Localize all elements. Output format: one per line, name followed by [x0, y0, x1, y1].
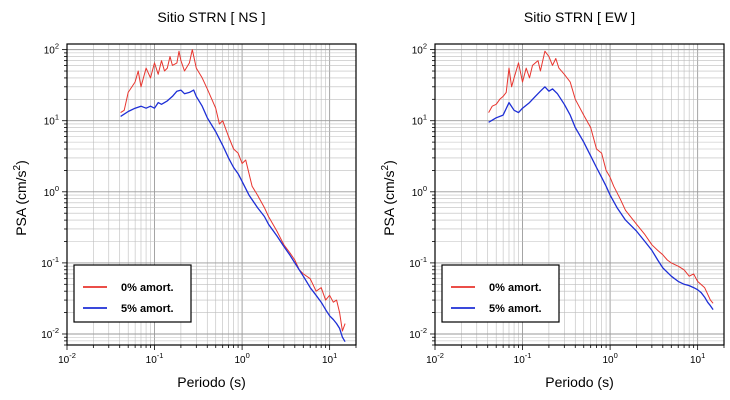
y-tick-label: 10-1 — [41, 255, 59, 270]
axis-ticks — [430, 49, 725, 350]
chart-legend: 0% amort. 5% amort. — [73, 264, 192, 323]
x-tick-label: 10-2 — [58, 351, 76, 366]
y-tick-label: 10-2 — [409, 326, 427, 341]
y-tick-label: 102 — [412, 42, 427, 57]
y-tick-label: 10-2 — [41, 326, 59, 341]
series-line — [120, 49, 346, 332]
x-axis-label: Periodo (s) — [545, 374, 613, 390]
y-tick-label: 102 — [44, 42, 59, 57]
y-tick-label: 10-1 — [409, 255, 427, 270]
series-line — [488, 86, 714, 310]
legend-label: 0% amort. — [121, 282, 174, 294]
x-axis-label: Periodo (s) — [177, 374, 245, 390]
y-tick-label: 100 — [44, 184, 59, 199]
chart-ew: Sitio STRN [ EW ] 10-2 10-1 100 101 10-2 10-1… — [380, 9, 725, 390]
y-tick-label: 101 — [44, 113, 59, 128]
x-tick-label: 101 — [322, 351, 337, 366]
y-axis-label: PSA (cm/s2) — [12, 160, 29, 236]
y-axis-label: PSA (cm/s2) — [380, 160, 397, 236]
x-tick-label: 10-1 — [146, 351, 164, 366]
plot-frame — [66, 43, 357, 346]
chart-title: Sitio STRN [ EW ] — [524, 9, 635, 25]
chart-ns: Sitio STRN [ NS ] 10-2 10-1 100 101 10-2 10-1… — [12, 9, 357, 390]
legend-box — [73, 264, 192, 323]
legend-label: 5% amort. — [489, 303, 542, 315]
plot-area: 10-2 10-1 100 101 10-2 10-1 100 101 102 — [41, 42, 357, 366]
chart-legend: 0% amort. 5% amort. — [441, 264, 560, 323]
grid — [66, 44, 357, 346]
plot-frame — [434, 43, 725, 346]
series-line — [488, 50, 714, 304]
y-tick-label: 101 — [412, 113, 427, 128]
legend-box — [441, 264, 560, 323]
y-tick-label: 100 — [412, 184, 427, 199]
x-tick-label: 10-1 — [514, 351, 532, 366]
x-tick-label: 10-2 — [426, 351, 444, 366]
legend-label: 0% amort. — [489, 282, 542, 294]
x-tick-label: 101 — [690, 351, 705, 366]
x-tick-label: 100 — [602, 351, 617, 366]
legend-label: 5% amort. — [121, 303, 174, 315]
series-line — [120, 89, 346, 343]
x-tick-label: 100 — [234, 351, 249, 366]
plot-area: 10-2 10-1 100 101 10-2 10-1 100 101 102 — [409, 42, 725, 366]
axis-ticks — [62, 49, 357, 350]
chart-title: Sitio STRN [ NS ] — [157, 9, 265, 25]
